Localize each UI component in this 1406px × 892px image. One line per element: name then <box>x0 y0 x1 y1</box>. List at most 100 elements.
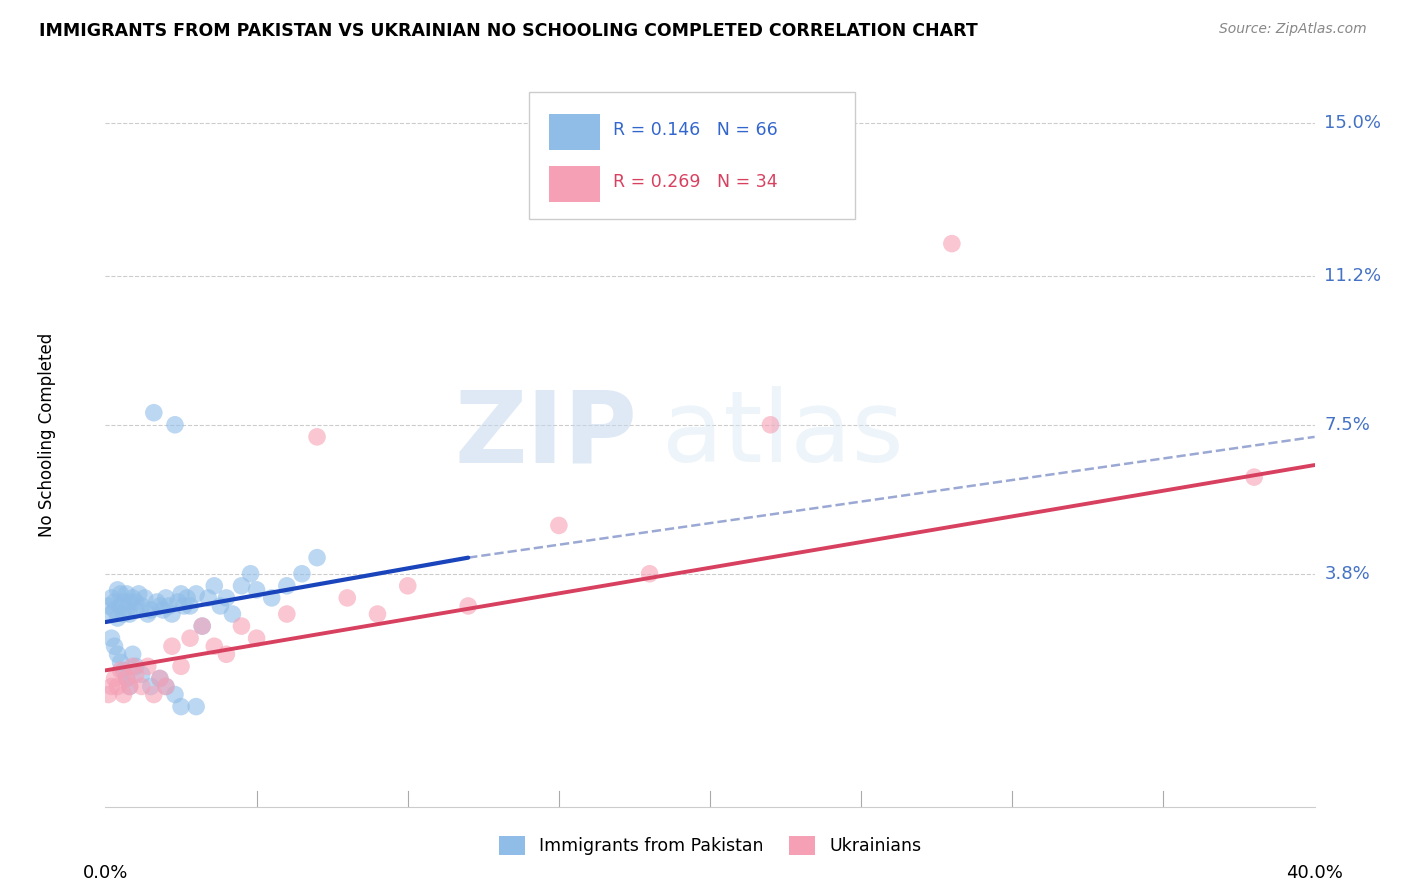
Point <box>112 607 135 621</box>
Point <box>100 631 122 645</box>
Text: No Schooling Completed: No Schooling Completed <box>38 333 56 537</box>
Point <box>110 599 132 613</box>
Point <box>179 631 201 645</box>
Point <box>291 566 314 581</box>
Point <box>221 607 243 621</box>
Point <box>107 611 129 625</box>
Point <box>941 236 963 251</box>
Point <box>103 672 125 686</box>
Point <box>246 631 269 645</box>
Point <box>246 582 269 597</box>
Point <box>170 587 193 601</box>
Point <box>157 599 180 613</box>
Text: 15.0%: 15.0% <box>1324 114 1381 132</box>
Point <box>149 672 172 686</box>
Point <box>118 680 141 694</box>
Point <box>186 699 208 714</box>
Point <box>100 680 122 694</box>
Point <box>170 659 193 673</box>
Point <box>112 664 135 678</box>
Point <box>336 591 359 605</box>
Point <box>124 659 148 673</box>
Point <box>155 680 177 694</box>
Point <box>128 587 150 601</box>
Point <box>121 659 143 673</box>
FancyBboxPatch shape <box>550 114 600 150</box>
Point <box>231 579 253 593</box>
Point <box>121 591 143 605</box>
Point <box>197 591 219 605</box>
Text: 3.8%: 3.8% <box>1324 565 1369 582</box>
Point <box>276 579 298 593</box>
Text: 11.2%: 11.2% <box>1324 267 1382 285</box>
Text: R = 0.146   N = 66: R = 0.146 N = 66 <box>613 121 778 139</box>
Point <box>260 591 283 605</box>
Point <box>167 595 190 609</box>
Point <box>115 672 138 686</box>
Point <box>202 639 225 653</box>
Point <box>131 599 153 613</box>
Legend: Immigrants from Pakistan, Ukrainians: Immigrants from Pakistan, Ukrainians <box>492 829 928 862</box>
Point <box>149 599 172 613</box>
Point <box>110 664 132 678</box>
FancyBboxPatch shape <box>529 92 855 219</box>
Point <box>100 607 122 621</box>
Point <box>103 595 125 609</box>
Point <box>142 688 165 702</box>
Point <box>118 607 141 621</box>
Point <box>118 680 141 694</box>
Point <box>160 607 183 621</box>
Point <box>457 599 479 613</box>
Text: 40.0%: 40.0% <box>1286 863 1343 881</box>
Point <box>115 603 138 617</box>
Point <box>103 603 125 617</box>
Point <box>110 587 132 601</box>
Point <box>173 599 195 613</box>
Text: R = 0.269   N = 34: R = 0.269 N = 34 <box>613 173 778 192</box>
Point <box>107 647 129 661</box>
Point <box>112 688 135 702</box>
Point <box>1243 470 1265 484</box>
Point <box>638 566 661 581</box>
Point <box>124 595 148 609</box>
Point <box>155 591 177 605</box>
Point <box>97 599 120 613</box>
Point <box>134 591 156 605</box>
Point <box>110 656 132 670</box>
Point <box>548 518 571 533</box>
Text: atlas: atlas <box>662 386 903 483</box>
Point <box>276 607 298 621</box>
Point <box>124 667 148 681</box>
Point <box>163 688 186 702</box>
Text: ZIP: ZIP <box>454 386 637 483</box>
Point <box>191 619 214 633</box>
Point <box>186 587 208 601</box>
Point <box>136 659 159 673</box>
Point <box>149 672 172 686</box>
Point <box>107 582 129 597</box>
Point <box>142 406 165 420</box>
Point <box>191 619 214 633</box>
Point <box>115 672 138 686</box>
Point <box>139 603 162 617</box>
Point <box>107 680 129 694</box>
Point <box>118 595 141 609</box>
Point <box>215 591 238 605</box>
Text: 0.0%: 0.0% <box>83 863 128 881</box>
Point <box>759 417 782 432</box>
Point <box>163 417 186 432</box>
Point <box>131 680 153 694</box>
Point <box>112 595 135 609</box>
Point <box>139 680 162 694</box>
Text: 7.5%: 7.5% <box>1324 416 1371 434</box>
Point <box>366 607 388 621</box>
Text: Source: ZipAtlas.com: Source: ZipAtlas.com <box>1219 22 1367 37</box>
Point <box>176 591 198 605</box>
Point <box>146 595 169 609</box>
Point <box>160 639 183 653</box>
Point <box>307 550 329 565</box>
Point <box>209 599 232 613</box>
Point <box>231 619 253 633</box>
Point <box>121 647 143 661</box>
Point <box>97 688 120 702</box>
